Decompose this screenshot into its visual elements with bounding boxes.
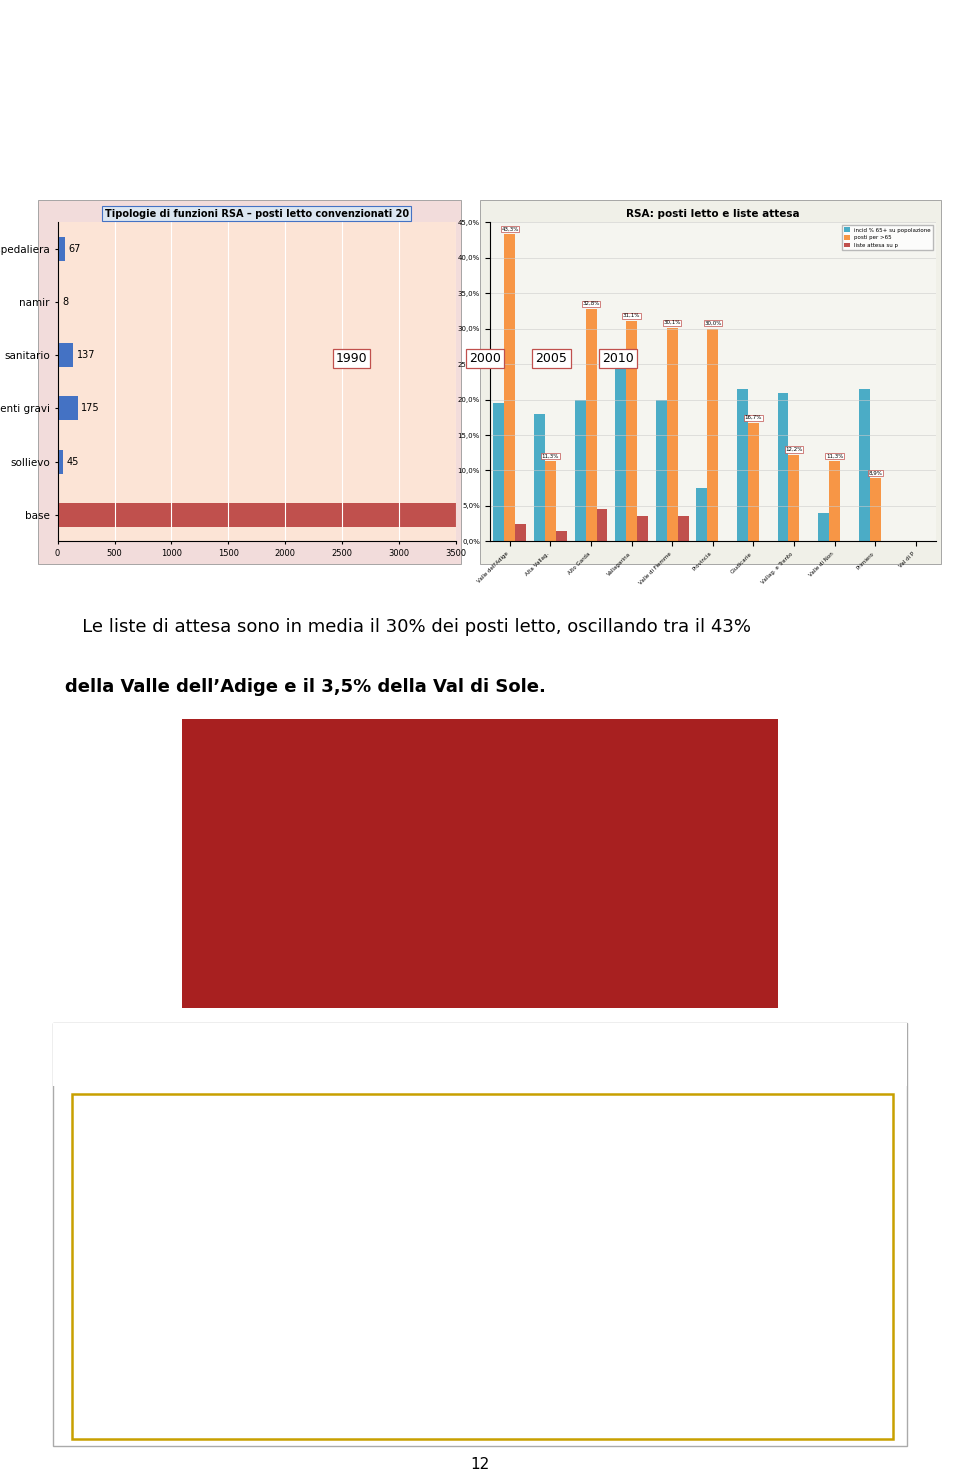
Bar [586,308,596,541]
Bar [206,1352,305,1366]
Text: 12,2%: 12,2% [785,446,803,452]
Text: 67: 67 [69,243,81,254]
Bar [206,1271,445,1284]
Bar [615,357,626,541]
Text: 0,58%: 0,58% [270,1396,300,1404]
Text: della Valle dell’Adige e il 3,5% della Val di Sole.: della Valle dell’Adige e il 3,5% della V… [65,678,546,696]
Bar [708,329,718,541]
Bar [206,1292,399,1305]
Title: Posti letto convenzionati in RSA: Incidenza % su popolazione 65 anni e +: Posti letto convenzionati in RSA: Incide… [257,740,712,750]
Text: 30,0%: 30,0% [704,320,722,326]
Text: (2005  - Cristiano Gori): (2005 - Cristiano Gori) [420,1057,540,1068]
Text: 32,8%: 32,8% [583,301,600,305]
Bar [637,516,648,541]
Bar [556,531,567,541]
Bar [596,510,608,541]
Bar [858,389,870,541]
Bar [206,1373,272,1387]
Bar [788,455,800,541]
Bar [626,320,637,541]
Text: 3,87%: 3,87% [607,1212,637,1221]
Bar [516,523,526,541]
Text: 4,27%: 4,27% [648,1191,679,1201]
Bar [206,1394,266,1407]
Text: 16,7%: 16,7% [745,415,762,420]
Text: 5,16%: 5,16% [739,1130,770,1139]
Text: 11,3%: 11,3% [826,454,843,458]
Bar [206,1210,603,1223]
Title: Tipologie di funzioni RSA – posti letto convenzionati 20: Tipologie di funzioni RSA – posti letto … [105,209,409,219]
Bar [206,1332,309,1345]
Text: 11,3%: 11,3% [541,454,559,458]
Text: 2005: 2005 [536,351,567,365]
Text: 2010: 2010 [602,351,634,365]
Bar [545,461,556,541]
Bar [829,461,840,541]
Bar [206,1189,643,1203]
Text: 8: 8 [62,297,68,307]
Text: 30,1%: 30,1% [663,320,681,325]
Bar [870,478,880,541]
Text: 0,64%: 0,64% [276,1375,306,1385]
Bar [748,423,758,541]
Bar [656,399,667,541]
Text: 5,0%: 5,0% [443,801,477,814]
Bar [737,389,748,541]
Text: 3,07%: 3,07% [525,1231,556,1241]
Text: 4,50%: 4,50% [671,1170,702,1180]
Bar [206,1148,668,1161]
Text: 8,9%: 8,9% [868,470,882,476]
Bar [504,234,516,541]
Bar [678,516,688,541]
Legend: incid % 65+ su popolazione, posti per >65, liste attesa su p: incid % 65+ su popolazione, posti per >6… [842,225,933,251]
Text: 4,51%: 4,51% [672,1149,703,1160]
Bar [206,1229,520,1243]
Bar [534,414,545,541]
Text: 137: 137 [77,350,95,360]
Bar [206,1250,516,1264]
Text: 45: 45 [66,457,79,467]
Bar [575,399,586,541]
Text: 1,88%: 1,88% [403,1293,434,1304]
Bar [58,343,73,368]
Text: 2,33%: 2,33% [449,1272,480,1283]
Bar [667,328,678,541]
Bar [58,449,62,473]
Text: 12: 12 [470,1456,490,1473]
Bar [58,503,456,526]
Text: 3,02%: 3,02% [519,1252,550,1262]
Text: 0,97%: 0,97% [310,1354,341,1364]
Text: utenti 65+ in totale residenze: utenti 65+ in totale residenze [430,1086,597,1096]
Text: Le liste di attesa sono in media il 30% dei posti letto, oscillando tra il 43%: Le liste di attesa sono in media il 30% … [65,617,751,636]
Bar [818,513,829,541]
Bar [206,1169,667,1182]
Text: 175: 175 [81,403,100,414]
Bar [696,488,708,541]
Text: 1,29%: 1,29% [343,1314,373,1323]
Text: 4,3%: 4,3% [639,862,674,875]
Text: 43,3%: 43,3% [501,227,518,231]
Bar [58,237,65,261]
Title: RSA: posti letto e liste attesa: RSA: posti letto e liste attesa [626,209,800,219]
Text: Utenti residenze socio sanitarie assistenziali in % rispetto alla popolazione 65: Utenti residenze socio sanitarie assiste… [245,1038,715,1048]
Text: 5,2%: 5,2% [255,783,290,795]
Text: 1,00%: 1,00% [313,1333,344,1344]
Bar [778,393,788,541]
Bar [206,1311,339,1324]
Text: 4,9%: 4,9% [509,810,543,823]
Bar [493,403,504,541]
Text: 1990: 1990 [336,351,368,365]
Bar [206,1127,734,1140]
Text: 31,1%: 31,1% [623,313,640,319]
Bar [58,396,78,421]
Text: 2000: 2000 [468,351,501,365]
